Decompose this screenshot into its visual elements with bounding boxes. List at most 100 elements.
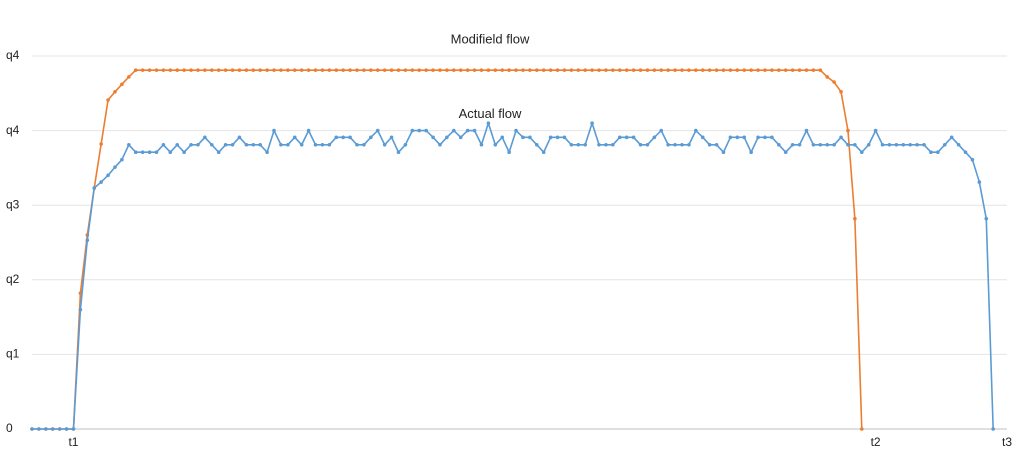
point <box>362 142 366 147</box>
point <box>396 68 401 72</box>
point <box>514 68 518 72</box>
point <box>991 427 995 431</box>
point <box>562 135 567 140</box>
point <box>272 128 276 133</box>
point <box>873 128 878 133</box>
point <box>901 142 906 147</box>
point <box>825 142 830 147</box>
point <box>700 135 705 140</box>
point <box>431 135 435 140</box>
y-tick-label: q1 <box>6 347 20 361</box>
point <box>659 68 664 72</box>
point <box>244 68 249 72</box>
point <box>168 150 173 155</box>
point <box>203 135 207 140</box>
point <box>299 142 304 147</box>
point <box>272 68 276 72</box>
point <box>251 68 256 72</box>
point <box>223 68 228 72</box>
point <box>756 135 760 140</box>
point <box>85 238 90 243</box>
point <box>541 150 546 155</box>
point <box>237 68 242 72</box>
point <box>445 135 449 140</box>
point <box>853 142 857 147</box>
point <box>458 68 463 72</box>
point <box>493 68 498 72</box>
point <box>348 135 352 140</box>
point <box>237 135 242 140</box>
point <box>452 68 456 72</box>
point <box>57 427 62 431</box>
point <box>196 68 200 72</box>
point <box>735 135 740 140</box>
point <box>37 427 41 431</box>
point <box>396 150 401 155</box>
point <box>714 142 719 147</box>
point <box>230 142 235 147</box>
point <box>106 98 110 102</box>
point <box>113 165 117 169</box>
point <box>113 90 117 94</box>
point <box>956 142 961 147</box>
point <box>790 142 795 147</box>
point <box>797 68 802 72</box>
point <box>839 135 843 140</box>
point <box>106 173 110 178</box>
point <box>50 427 55 431</box>
point <box>286 142 290 147</box>
point <box>569 142 574 147</box>
point <box>597 68 601 72</box>
point <box>424 68 428 72</box>
point <box>604 142 608 147</box>
point <box>279 68 283 72</box>
point <box>424 128 428 133</box>
point <box>292 68 297 72</box>
point <box>175 68 180 72</box>
point <box>71 427 76 431</box>
point <box>721 68 726 72</box>
point <box>714 68 719 72</box>
point <box>853 216 857 221</box>
point <box>140 150 145 155</box>
point <box>555 68 560 72</box>
point <box>534 68 539 72</box>
point <box>611 68 615 72</box>
point <box>929 150 933 155</box>
point <box>721 150 726 155</box>
point <box>638 142 643 147</box>
point <box>161 68 166 72</box>
point <box>410 68 415 72</box>
point <box>673 68 677 72</box>
point <box>292 135 297 140</box>
point <box>555 135 560 140</box>
point <box>203 68 207 72</box>
point <box>265 150 269 155</box>
point <box>410 128 415 133</box>
point <box>680 68 684 72</box>
point <box>99 180 103 184</box>
point <box>286 68 290 72</box>
point <box>445 68 449 72</box>
point <box>832 80 836 84</box>
point <box>465 128 470 133</box>
point <box>749 68 753 72</box>
point <box>825 75 830 79</box>
point <box>908 142 912 147</box>
point <box>680 142 684 147</box>
point <box>78 307 83 312</box>
point <box>479 68 484 72</box>
point <box>320 142 325 147</box>
point <box>963 150 968 155</box>
point <box>977 180 982 184</box>
point <box>777 68 781 72</box>
point <box>452 128 456 133</box>
point <box>859 427 864 431</box>
point <box>942 142 947 147</box>
point <box>154 68 159 72</box>
point <box>147 68 152 72</box>
point <box>624 135 629 140</box>
point <box>417 68 422 72</box>
